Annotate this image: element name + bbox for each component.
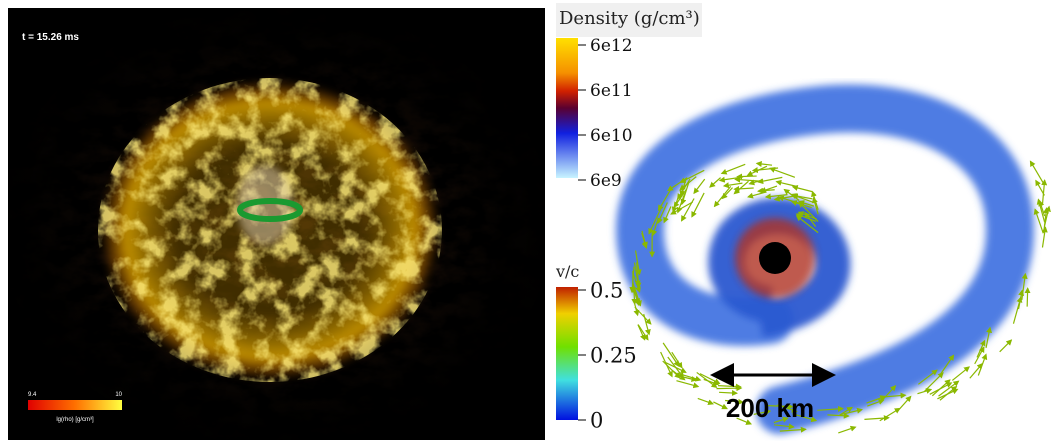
velocity-arrow — [713, 402, 727, 409]
velocity-arrow — [757, 163, 772, 165]
time-label: t = 15.26 ms — [22, 32, 79, 43]
velocity-arrow — [724, 183, 742, 186]
velocity-arrow — [932, 380, 949, 396]
velocity-arrow — [722, 188, 732, 199]
velocity-arrow — [676, 381, 698, 387]
velocity-arrow — [710, 178, 721, 187]
velocity-arrow — [777, 182, 798, 187]
velocity-arrow — [692, 193, 704, 217]
velocity-arrow — [715, 186, 731, 206]
right-panel: Density (g/cm³) 6e12 6e11 6e10 6e9 v/c 0.5 0… — [555, 3, 1049, 433]
velocity-arrow — [735, 179, 759, 181]
colorbar-tick-label: 6e11 — [590, 81, 633, 101]
velocity-arrow — [722, 164, 745, 173]
colorbar — [28, 400, 122, 410]
velocity-arrow — [737, 176, 756, 177]
black-hole — [759, 242, 791, 274]
velocity-arrow — [770, 168, 795, 177]
velocity-colorbar — [556, 287, 578, 420]
colorbar-tick-label: 6e12 — [590, 36, 633, 56]
spiral-disk — [640, 109, 1010, 411]
velocity-arrow — [1030, 161, 1043, 182]
velocity-arrow — [748, 166, 767, 175]
velocity-arrow — [673, 196, 678, 211]
velocity-arrow — [698, 398, 713, 403]
colorbar-max: 10 — [115, 392, 122, 398]
velocity-arrow — [718, 386, 741, 387]
velocity-arrow — [793, 187, 812, 192]
colorbar-tick-label: 0.25 — [590, 343, 637, 367]
velocity-arrow — [864, 418, 888, 420]
colorbar-tick-label: 0 — [590, 408, 603, 432]
density-title: Density (g/cm³) — [559, 8, 700, 29]
colorbar-tick-label: 6e9 — [590, 171, 622, 191]
velocity-arrow — [694, 179, 705, 193]
colorbar-min: 9.4 — [28, 392, 37, 398]
velocity-arrow — [952, 367, 969, 380]
left-panel: t = 15.26 ms 9.4 10 lg(rho) [g/cm³] — [8, 8, 545, 440]
colorbar-label: lg(rho) [g/cm³] — [56, 417, 94, 423]
density-colorbar — [556, 38, 578, 178]
velocity-title: v/c — [555, 262, 579, 281]
velocity-arrow — [975, 347, 984, 364]
velocity-arrow — [1038, 200, 1044, 223]
velocity-arrow — [1027, 288, 1028, 306]
colorbar-tick-label: 0.5 — [590, 278, 623, 302]
velocity-arrow — [917, 390, 931, 394]
velocity-arrow — [880, 408, 900, 420]
velocity-arrow — [838, 427, 855, 433]
velocity-arrow — [716, 388, 741, 389]
velocity-arrow — [748, 192, 766, 197]
velocity-arrow — [978, 355, 986, 376]
figure: t = 15.26 ms 9.4 10 lg(rho) [g/cm³] Dens… — [0, 0, 1052, 446]
scale-label: 200 km — [726, 393, 814, 423]
colorbar-tick-label: 6e10 — [590, 126, 633, 146]
velocity-arrow — [1036, 181, 1045, 196]
velocity-arrow — [1000, 340, 1012, 352]
velocity-arrow — [766, 195, 787, 197]
velocity-arrow — [734, 188, 753, 189]
